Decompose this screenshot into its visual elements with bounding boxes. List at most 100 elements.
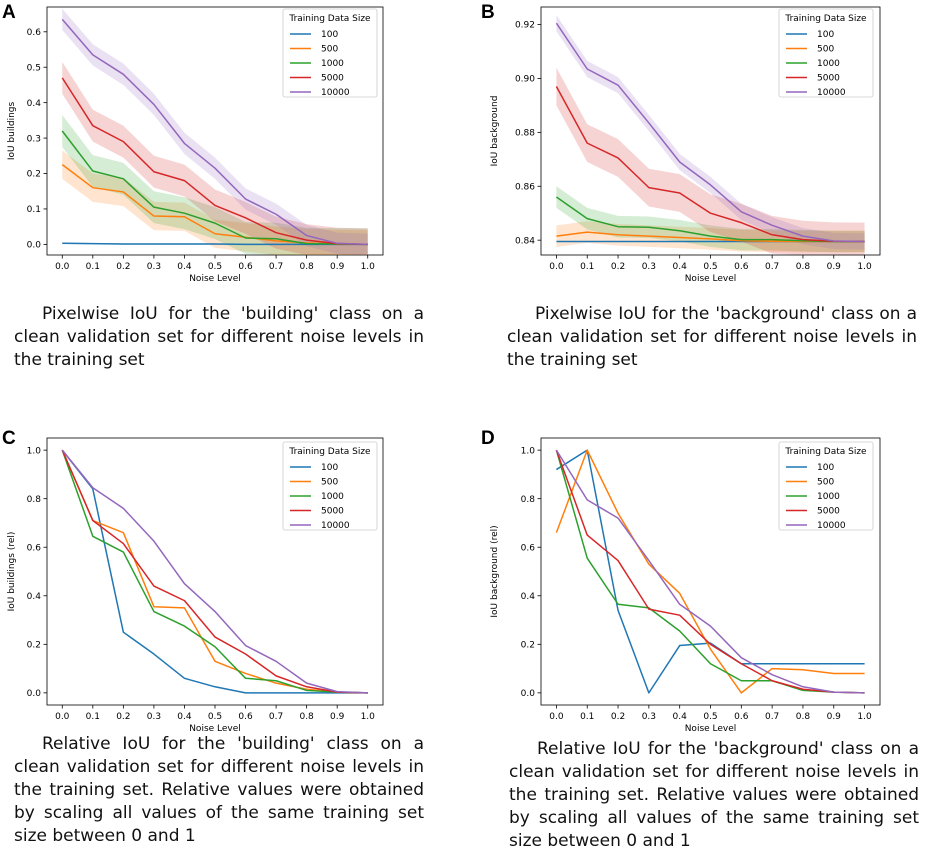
- y-tick-label-a: 0.2: [27, 170, 41, 180]
- panel-label-c: C: [2, 428, 16, 449]
- x-axis-label-b: Noise Level: [685, 274, 737, 284]
- series-line-c-100: [61, 449, 368, 694]
- x-tick-label-c: 0.6: [238, 712, 253, 722]
- x-tick-label-b: 0.5: [703, 262, 717, 272]
- legend-label-c-500: 500: [321, 478, 338, 488]
- y-tick-label-a: 0.0: [27, 241, 42, 251]
- panel-label-a: A: [2, 2, 16, 23]
- x-tick-label-b: 0.2: [611, 262, 625, 272]
- legend-label-d-1000: 1000: [817, 492, 840, 502]
- y-tick-label-c: 1.0: [27, 446, 42, 456]
- x-tick-label-a: 0.0: [55, 262, 70, 272]
- x-tick-label-d: 0.0: [549, 712, 564, 722]
- x-tick-label-b: 0.4: [673, 262, 688, 272]
- caption-a: Pixelwise IoU for the 'building' class o…: [14, 304, 424, 370]
- legend-label-b-10000: 10000: [817, 88, 846, 98]
- series-line-d-10000: [555, 449, 865, 694]
- x-tick-label-d: 0.4: [673, 712, 688, 722]
- series-line-a-10000: [61, 18, 368, 246]
- chart-a: 0.0 0.1 0.2 0.3 0.4 0.5 0.6 0.7 0.8 0.9 1.0 0.0 0.1 0…: [7, 6, 384, 284]
- panel-label-b: B: [481, 2, 495, 23]
- x-tick-label-d: 0.8: [796, 712, 811, 722]
- x-tick-label-c: 0.1: [86, 712, 100, 722]
- x-tick-label-a: 0.9: [330, 262, 345, 272]
- legend-box-c: [282, 441, 378, 531]
- y-tick-label-d: 0.0: [521, 689, 536, 699]
- series-line-c-1000: [61, 449, 368, 694]
- y-axis-label-c: IoU buildings (rel): [7, 532, 17, 612]
- x-tick-label-a: 0.8: [299, 262, 314, 272]
- series-line-b-1000: [555, 196, 865, 243]
- caption-d: Relative IoU for the 'background' class …: [509, 739, 919, 851]
- chart-panel-b: B 0.0 0.1 0.2 0.3 0.4 0.5 0.6 0.7 0.8 0.9 1.0 0.84 0…: [463, 0, 927, 300]
- legend-a: Training Data Size 100 500 1000 5000 10000: [282, 8, 378, 98]
- x-tick-label-c: 0.7: [269, 712, 283, 722]
- x-tick-label-d: 0.7: [765, 712, 779, 722]
- legend-label-a-1000: 1000: [321, 59, 344, 69]
- caption-c: Relative IoU for the 'building' class on…: [14, 734, 424, 846]
- legend-label-b-1000: 1000: [817, 59, 840, 69]
- y-axis-label-d: IoU background (rel): [490, 525, 500, 617]
- series-line-c-500: [61, 449, 368, 694]
- x-tick-label-b: 0.8: [796, 262, 811, 272]
- legend-label-a-10000: 10000: [321, 88, 350, 98]
- y-tick-label-d: 0.8: [521, 495, 536, 505]
- legend-b: Training Data Size 100 500 1000 5000 10000: [778, 8, 874, 98]
- x-tick-label-c: 0.4: [177, 712, 192, 722]
- legend-box-d: [778, 441, 874, 531]
- x-tick-label-a: 0.1: [86, 262, 100, 272]
- y-tick-label-d: 1.0: [521, 446, 536, 456]
- series-line-a-5000: [61, 77, 368, 246]
- x-tick-label-d: 0.2: [611, 712, 625, 722]
- y-tick-label-c: 0.6: [27, 543, 42, 553]
- x-tick-label-c: 0.9: [330, 712, 345, 722]
- y-tick-label-c: 0.8: [27, 495, 42, 505]
- y-tick-label-b: 0.84: [515, 236, 535, 246]
- legend-label-c-5000: 5000: [321, 507, 344, 517]
- series-line-d-100: [556, 449, 865, 694]
- x-tick-label-d: 0.3: [642, 712, 656, 722]
- series-line-b-5000: [555, 86, 865, 243]
- x-tick-label-b: 0.1: [580, 262, 594, 272]
- y-tick-label-b: 0.92: [515, 21, 535, 31]
- legend-label-c-1000: 1000: [321, 492, 344, 502]
- x-tick-label-d: 0.1: [580, 712, 594, 722]
- y-tick-label-a: 0.4: [27, 99, 42, 109]
- y-tick-label-c: 0.4: [27, 592, 42, 602]
- y-tick-label-c: 0.2: [27, 641, 41, 651]
- confidence-band-a-500: [62, 150, 368, 255]
- y-tick-label-c: 0.0: [27, 689, 42, 699]
- chart-panel-c: C 0.0 0.1 0.2 0.3 0.4 0.5 0.6 0.7 0.8 0.9 1.0 0.0 0.…: [0, 428, 460, 734]
- legend-title-d: Training Data Size: [784, 447, 867, 457]
- y-tick-label-b: 0.88: [515, 129, 535, 139]
- chart-panel-d: D 0.0 0.1 0.2 0.3 0.4 0.5 0.6 0.7 0.8 0.9 1.0 0.0 0.…: [463, 428, 927, 734]
- y-axis-label-a: IoU buildings: [7, 102, 17, 161]
- legend-label-b-5000: 5000: [817, 74, 840, 84]
- legend-title-c: Training Data Size: [288, 447, 371, 457]
- legend-title-b: Training Data Size: [784, 14, 867, 24]
- x-tick-label-a: 0.2: [116, 262, 130, 272]
- x-tick-label-c: 0.5: [208, 712, 222, 722]
- series-line-a-1000: [61, 130, 368, 246]
- legend-label-c-100: 100: [321, 463, 338, 473]
- x-axis-label-d: Noise Level: [685, 724, 737, 734]
- legend-label-c-10000: 10000: [321, 521, 350, 531]
- x-tick-label-d: 0.6: [734, 712, 749, 722]
- legend-label-d-500: 500: [817, 478, 834, 488]
- legend-label-d-10000: 10000: [817, 521, 846, 531]
- x-tick-label-c: 1.0: [361, 712, 376, 722]
- y-tick-label-d: 0.2: [521, 641, 535, 651]
- chart-panel-a: A 0.0 0.1 0.2 0.3 0.4 0.5 0.6 0.7 0.8 0.9 1.0 0.0 0.…: [0, 0, 460, 300]
- legend-label-a-500: 500: [321, 45, 338, 55]
- x-tick-label-b: 1.0: [857, 262, 872, 272]
- y-tick-label-b: 0.86: [515, 182, 535, 192]
- caption-b: Pixelwise IoU for the 'background' class…: [507, 304, 917, 370]
- y-tick-label-d: 0.4: [521, 592, 536, 602]
- legend-d: Training Data Size 100 500 1000 5000 10000: [778, 441, 874, 531]
- x-tick-label-a: 0.3: [147, 262, 161, 272]
- y-tick-label-a: 0.1: [27, 205, 41, 215]
- x-tick-label-d: 0.5: [703, 712, 717, 722]
- x-tick-label-c: 0.3: [147, 712, 161, 722]
- legend-label-d-100: 100: [817, 463, 834, 473]
- x-tick-label-a: 1.0: [361, 262, 376, 272]
